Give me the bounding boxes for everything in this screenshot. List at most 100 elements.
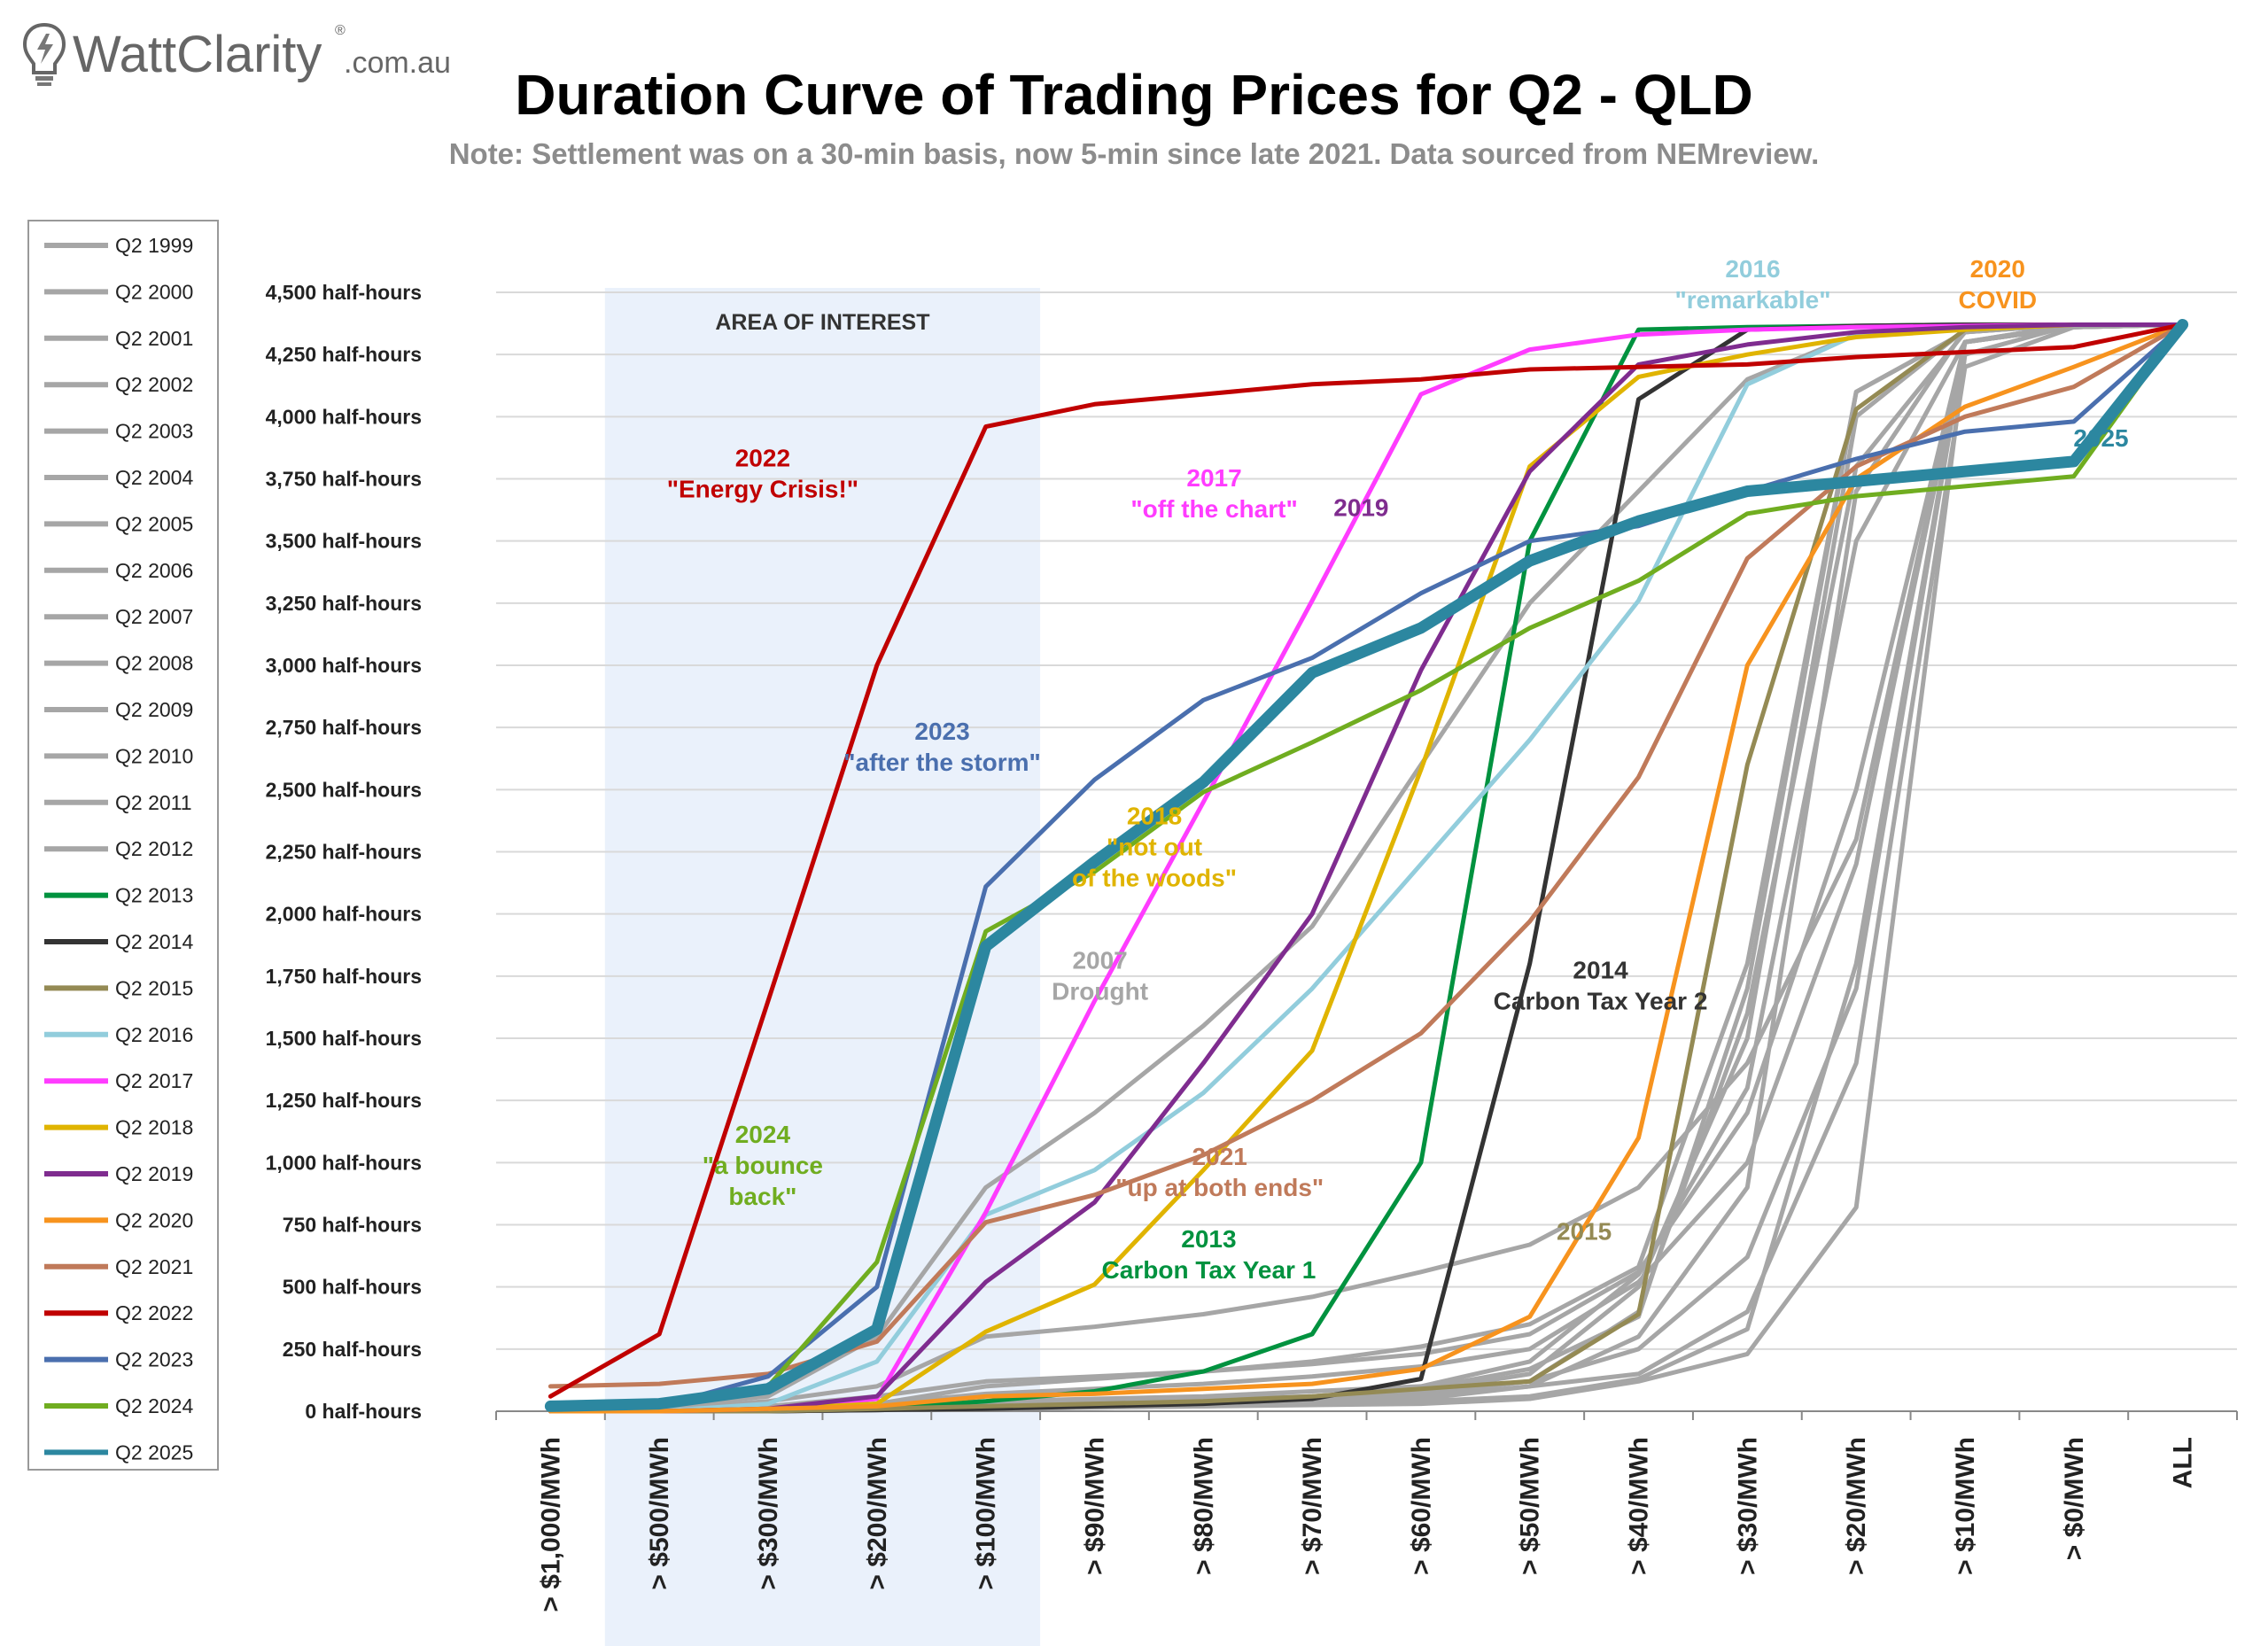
area-of-interest-label: AREA OF INTEREST xyxy=(715,310,929,335)
legend-label: Q2 2007 xyxy=(115,605,193,628)
y-tick-label: 4,000 half-hours xyxy=(266,405,422,428)
annotation: 2014 Carbon Tax Year 2 xyxy=(1494,957,1708,1015)
x-tick-label: > $50/MWh xyxy=(1516,1437,1545,1575)
x-tick-label: > $500/MWh xyxy=(645,1437,674,1590)
legend-label: Q2 2020 xyxy=(115,1208,193,1231)
series-line xyxy=(548,322,2186,1399)
x-tick-label: > $40/MWh xyxy=(1625,1437,1654,1575)
legend-label: Q2 2012 xyxy=(115,837,193,860)
legend-item: Q2 2009 xyxy=(44,698,193,721)
legend-item: Q2 2025 xyxy=(44,1440,193,1464)
x-tick-label: > $1,000/MWh xyxy=(536,1437,565,1612)
y-tick-label: 1,500 half-hours xyxy=(266,1027,422,1050)
x-tick-label: > $0/MWh xyxy=(2060,1437,2089,1560)
annotation-text: "remarkable" xyxy=(1674,286,1830,314)
legend-item: Q2 2005 xyxy=(44,512,193,535)
legend-item: Q2 2019 xyxy=(44,1162,193,1185)
x-tick-label: > $80/MWh xyxy=(1189,1437,1218,1575)
y-tick-label: 4,500 half-hours xyxy=(266,281,422,304)
legend-label: Q2 2024 xyxy=(115,1394,193,1417)
annotation-text: 2016 xyxy=(1725,255,1780,283)
legend-label: Q2 2009 xyxy=(115,698,193,721)
annotation-text: Carbon Tax Year 2 xyxy=(1494,988,1708,1015)
annotation-text: of the woods" xyxy=(1072,865,1237,892)
annotation: 2025 xyxy=(2073,424,2128,452)
legend-item: Q2 2007 xyxy=(44,605,193,628)
x-tick-label: > $20/MWh xyxy=(1842,1437,1871,1575)
x-tick-label: > $200/MWh xyxy=(863,1437,892,1590)
legend-item: Q2 2013 xyxy=(44,884,193,907)
legend-item: Q2 2008 xyxy=(44,652,193,675)
legend-item: Q2 2006 xyxy=(44,559,193,582)
series-line xyxy=(548,322,2186,1414)
legend-label: Q2 2022 xyxy=(115,1301,193,1324)
legend-label: Q2 2014 xyxy=(115,930,193,953)
y-tick-label: 1,250 half-hours xyxy=(266,1089,422,1112)
legend-item: Q2 2004 xyxy=(44,466,193,489)
annotation: 2019 xyxy=(1333,494,1388,522)
legend-label: Q2 2010 xyxy=(115,744,193,767)
y-tick-label: 4,250 half-hours xyxy=(266,343,422,366)
legend-item: Q2 2024 xyxy=(44,1394,193,1417)
legend-item: Q2 2003 xyxy=(44,420,193,443)
y-tick-label: 2,250 half-hours xyxy=(266,841,422,864)
x-tick-label: > $30/MWh xyxy=(1733,1437,1762,1575)
annotation: 2021 "up at both ends" xyxy=(1115,1143,1324,1201)
chart-subtitle: Note: Settlement was on a 30-min basis, … xyxy=(448,137,1820,170)
annotation: 2016 "remarkable" xyxy=(1674,255,1830,314)
annotation: 2007 Drought xyxy=(1052,946,1148,1005)
x-axis: > $1,000/MWh > $500/MWh > $300/MWh > $200/M… xyxy=(495,1410,2238,1612)
legend-label: Q2 2000 xyxy=(115,280,193,303)
y-tick-label: 2,750 half-hours xyxy=(266,716,422,739)
series-line xyxy=(548,322,2186,1414)
x-tick-label: > $10/MWh xyxy=(1951,1437,1980,1575)
logo-registered: ® xyxy=(335,23,346,38)
annotation-text: "off the chart" xyxy=(1130,495,1297,523)
annotation-text: "not out xyxy=(1107,834,1202,861)
legend-label: Q2 2017 xyxy=(115,1069,193,1092)
legend-label: Q2 2002 xyxy=(115,373,193,396)
annotation-text: 2020 xyxy=(1970,255,2025,283)
annotation-text: "Energy Crisis!" xyxy=(667,475,858,502)
annotation: 2017 "off the chart" xyxy=(1130,464,1297,523)
x-tick-label: ALL xyxy=(2169,1437,2198,1488)
y-tick-label: 3,000 half-hours xyxy=(266,654,422,677)
legend-label: Q2 2015 xyxy=(115,976,193,999)
annotation: 2022 "Energy Crisis!" xyxy=(667,444,858,502)
annotation-text: 2018 xyxy=(1127,803,1182,830)
legend-label: Q2 2011 xyxy=(115,791,192,814)
y-tick-label: 750 half-hours xyxy=(283,1214,422,1237)
y-axis: 0 half-hours 250 half-hours 500 half-hours… xyxy=(266,281,422,1423)
legend-item: Q2 2022 xyxy=(44,1301,193,1324)
y-tick-label: 0 half-hours xyxy=(305,1400,422,1423)
legend-label: Q2 2019 xyxy=(115,1162,193,1185)
legend-label: Q2 2018 xyxy=(115,1116,193,1139)
annotation-text: Drought xyxy=(1052,977,1148,1005)
annotation-text: 2021 xyxy=(1192,1143,1247,1170)
legend-item: Q2 2023 xyxy=(44,1348,193,1371)
legend-item: Q2 2016 xyxy=(44,1023,193,1046)
annotation: 2015 xyxy=(1557,1217,1612,1245)
legend-label: Q2 2005 xyxy=(115,512,193,535)
legend-item: Q2 2002 xyxy=(44,373,193,396)
annotation-text: 2022 xyxy=(735,444,790,471)
legend-label: Q2 2004 xyxy=(115,466,193,489)
legend-item: Q2 2020 xyxy=(44,1208,193,1231)
y-tick-label: 250 half-hours xyxy=(283,1338,422,1361)
series-line xyxy=(544,319,2189,1412)
legend-item: Q2 1999 xyxy=(44,234,193,257)
annotation-text: 2019 xyxy=(1333,494,1388,522)
lightbulb-icon xyxy=(22,22,66,86)
annotation-text: back" xyxy=(728,1183,796,1210)
annotation-text: 2015 xyxy=(1557,1217,1612,1245)
legend-label: Q2 2001 xyxy=(115,327,193,350)
legend-item: Q2 2001 xyxy=(44,327,193,350)
annotation-text: 2013 xyxy=(1181,1225,1236,1253)
annotation-text: 2025 xyxy=(2073,424,2128,452)
annotation-text: "up at both ends" xyxy=(1115,1174,1324,1201)
x-tick-label: > $300/MWh xyxy=(754,1437,783,1590)
legend-item: Q2 2015 xyxy=(44,976,193,999)
series-line xyxy=(548,322,2186,1414)
legend-label: Q2 2008 xyxy=(115,652,193,675)
legend: Q2 1999 Q2 2000 Q2 2001 Q2 2002 Q2 2003 Q2 20… xyxy=(27,220,219,1471)
